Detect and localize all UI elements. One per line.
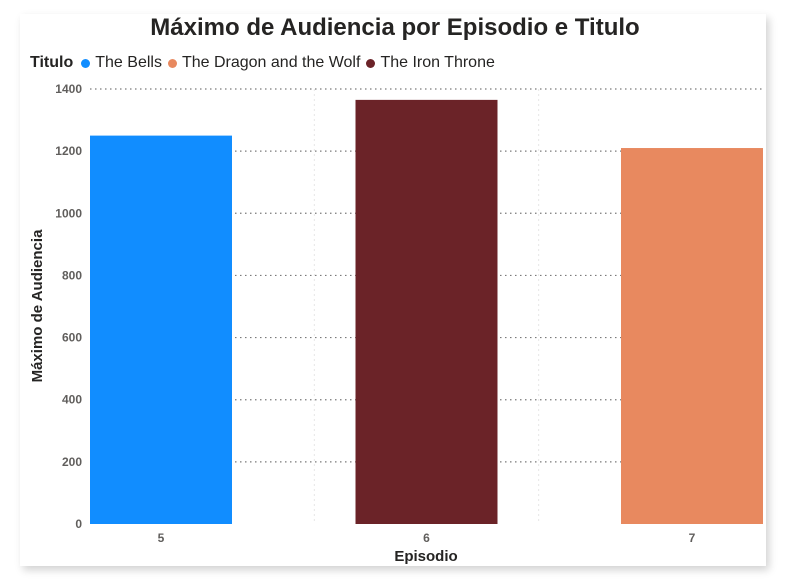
legend-item-the-dragon-and-the-wolf[interactable]: The Dragon and the Wolf [167,54,361,72]
x-axis-label: Episodio [394,548,457,565]
legend-label: The Iron Throne [380,54,495,71]
bars [90,99,763,525]
legend-item-the-iron-throne[interactable]: The Iron Throne [366,54,495,72]
bar-episode-6[interactable] [355,99,498,524]
x-tick-label: 7 [689,531,696,545]
legend-marker [366,58,376,68]
chart-title: Máximo de Audiencia por Episodio e Titul… [150,14,640,41]
y-tick-label: 0 [75,517,82,531]
legend-marker [81,58,91,68]
bar-episode-7[interactable] [621,148,763,525]
legend-marker [167,58,177,68]
y-tick-label: 1200 [55,144,82,158]
legend-item-the-bells[interactable]: The Bells [81,54,162,72]
y-tick-label: 400 [62,393,82,407]
x-tick-label: 6 [423,531,430,545]
y-axis-ticks: 0 200 400 600 800 1000 1200 1400 [55,82,82,531]
y-tick-label: 800 [62,268,82,282]
legend-title: Titulo [30,54,74,71]
y-axis-label: Máximo de Audiencia [29,229,46,382]
x-tick-label: 5 [158,531,165,545]
y-tick-label: 1000 [55,206,82,220]
y-tick-label: 200 [62,455,82,469]
x-axis-ticks: 5 6 7 [158,531,696,545]
legend-label: The Bells [95,54,162,71]
y-tick-label: 600 [62,331,82,345]
legend-label: The Dragon and the Wolf [181,54,361,71]
bar-episode-5[interactable] [90,135,232,524]
legend: Titulo The Bells The Dragon and the Wolf… [30,54,501,72]
y-tick-label: 1400 [55,82,82,96]
